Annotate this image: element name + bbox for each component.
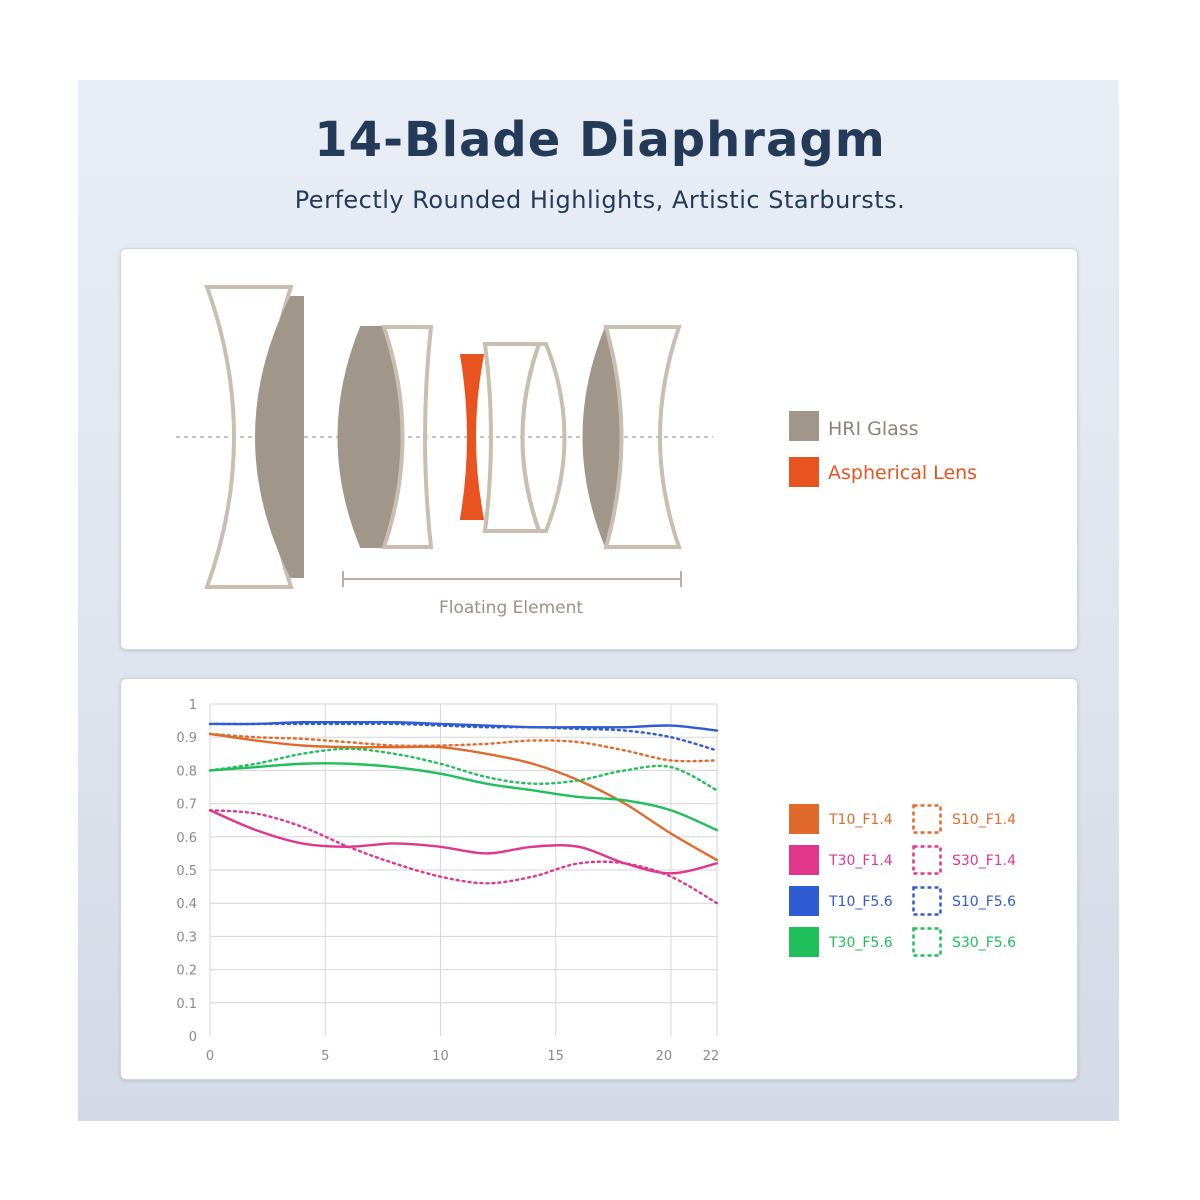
y-tick-label: 0.1: [176, 997, 197, 1012]
page-title: 14-Blade Diaphragm: [314, 112, 886, 168]
hri-glass-label: HRI Glass: [828, 418, 919, 440]
y-tick-label: 0.9: [176, 731, 197, 746]
x-tick-label: 5: [321, 1049, 329, 1064]
lens-diagram: Floating Element HRI Glass Aspherical Le…: [176, 285, 977, 618]
legend-label-s10-f1-4: S10_F1.4: [952, 812, 1016, 828]
x-tick-label: 20: [656, 1049, 673, 1064]
lens-element-7: [520, 342, 567, 533]
y-tick-label: 0.2: [176, 964, 197, 979]
series-line-t30-f5-6: [208, 762, 719, 832]
y-tick-label: 0.3: [176, 930, 197, 945]
chart-legend: T10_F1.4 T30_F1.4 T10_F5.6 T30_F5.6 S10_F1.4…: [789, 804, 1016, 957]
mtf-chart-card: 0 0.1 0.2 0.3 0.4 0.5 0.6 0.7 0.8 0.9 1 0 5 10 15 20 22 …: [120, 678, 1078, 1080]
hri-glass-swatch: [789, 411, 819, 441]
series-line-s30-f1-4: [208, 809, 719, 905]
y-tick-label: 0.5: [176, 864, 197, 879]
series-line-t10-f5-6: [208, 720, 719, 732]
legend-label-s30-f1-4: S30_F1.4: [952, 853, 1016, 869]
y-tick-label: 0.6: [176, 831, 197, 846]
series-line-s30-f5-6: [208, 747, 719, 792]
y-tick-label: 0: [189, 1030, 197, 1045]
series-line-s10-f5-6: [208, 722, 719, 752]
series-layer: [208, 720, 719, 905]
legend-label-s10-f5-6: S10_F5.6: [952, 894, 1016, 910]
lens-diagram-card: Floating Element HRI Glass Aspherical Le…: [120, 248, 1078, 650]
x-tick-label: 15: [547, 1049, 564, 1064]
aspherical-lens-swatch: [789, 457, 819, 487]
legend-swatch-t10-f5-6: [789, 886, 819, 916]
page-subtitle: Perfectly Rounded Highlights, Artistic S…: [294, 186, 906, 214]
aspherical-lens-label: Aspherical Lens: [828, 462, 977, 484]
series-line-t10-f1-4: [208, 732, 719, 862]
aspherical-lens-element: [459, 354, 485, 520]
hri-lens-element-2: [255, 296, 304, 578]
legend-swatch-s10-f5-6: [912, 886, 942, 916]
lens-element-4: [381, 325, 434, 549]
legend-swatch-s30-f5-6: [912, 927, 942, 957]
y-tick-label: 0.4: [176, 897, 197, 912]
x-tick-label: 22: [703, 1049, 720, 1064]
y-tick-label: 0.7: [176, 798, 197, 813]
mtf-chart: 00.10.20.30.40.50.60.70.80.910 5 10 15 20 22 …: [176, 698, 1016, 1064]
floating-element-label: Floating Element: [439, 598, 583, 618]
legend-label-t30-f1-4: T30_F1.4: [828, 853, 893, 869]
legend-swatch-t30-f5-6: [789, 927, 819, 957]
legend-label-s30-f5-6: S30_F5.6: [952, 935, 1016, 951]
legend-label-t10-f5-6: T10_F5.6: [828, 894, 893, 910]
x-tick-label: 10: [432, 1049, 449, 1064]
legend-label-t10-f1-4: T10_F1.4: [828, 812, 893, 828]
lens-element-9: [603, 325, 682, 549]
legend-label-t30-f5-6: T30_F5.6: [828, 935, 893, 951]
y-tick-label: 0.8: [176, 764, 197, 779]
series-line-s10-f1-4: [208, 732, 719, 763]
legend-swatch-t10-f1-4: [789, 804, 819, 834]
tick-layer: 00.10.20.30.40.50.60.70.80.910 5 10 15 20 22: [176, 698, 719, 1064]
x-tick-label: 0: [206, 1049, 214, 1064]
y-tick-label: 1: [189, 698, 197, 713]
legend-swatch-s10-f1-4: [912, 804, 942, 834]
legend-swatch-s30-f1-4: [912, 845, 942, 875]
series-line-t30-f1-4: [208, 809, 719, 875]
legend-swatch-t30-f1-4: [789, 845, 819, 875]
